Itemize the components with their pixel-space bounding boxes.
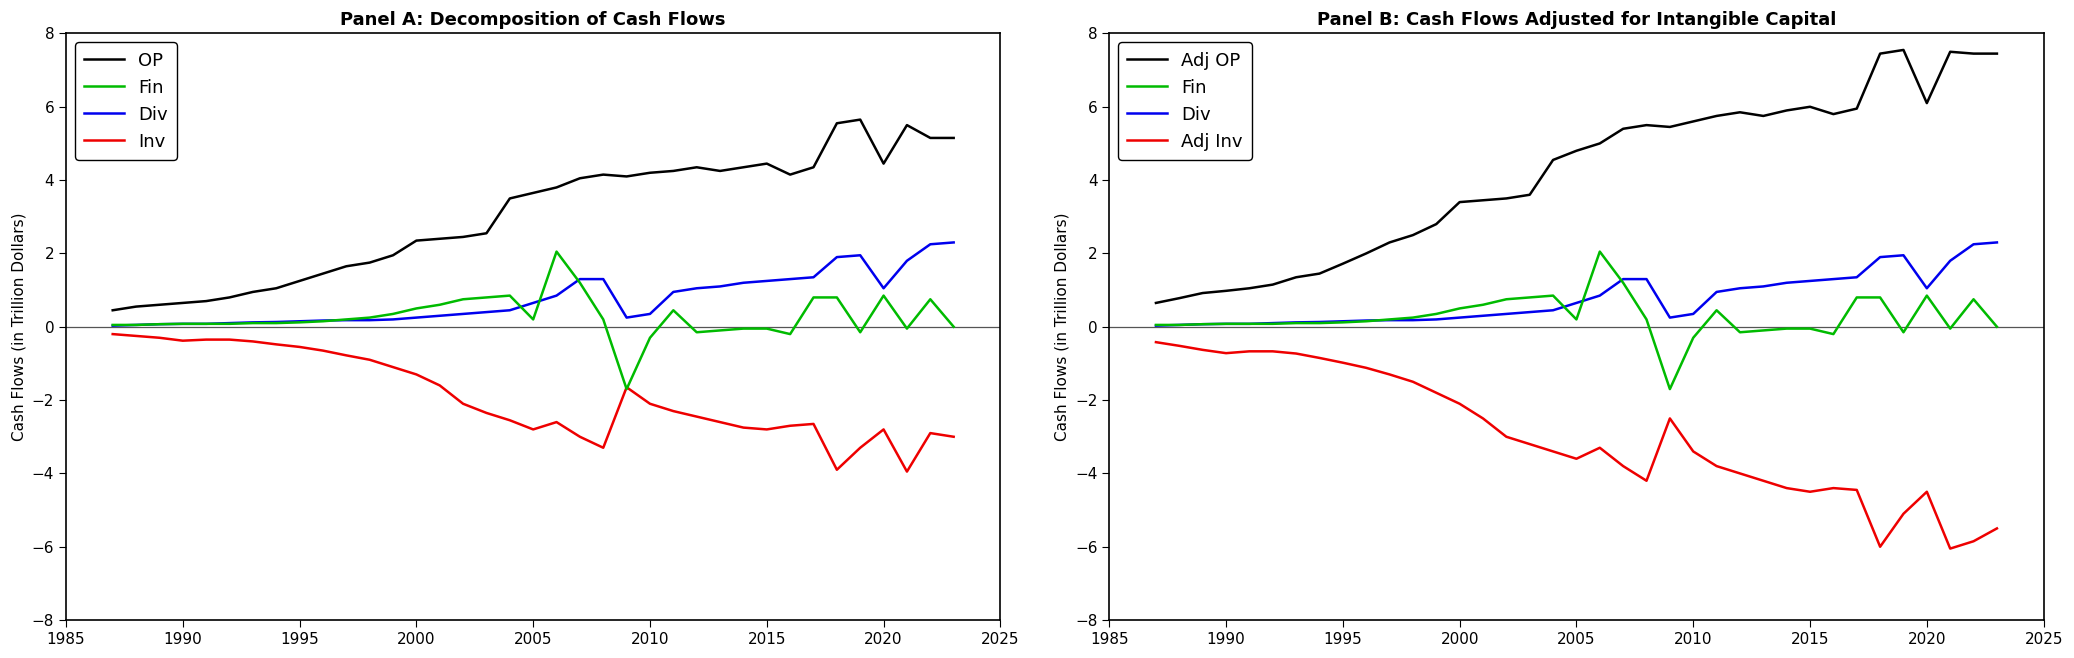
- Legend: OP, Fin, Div, Inv: OP, Fin, Div, Inv: [75, 43, 176, 160]
- Title: Panel B: Cash Flows Adjusted for Intangible Capital: Panel B: Cash Flows Adjusted for Intangi…: [1317, 11, 1835, 29]
- Y-axis label: Cash Flows (in Trillion Dollars): Cash Flows (in Trillion Dollars): [1054, 213, 1070, 441]
- Title: Panel A: Decomposition of Cash Flows: Panel A: Decomposition of Cash Flows: [340, 11, 726, 29]
- Y-axis label: Cash Flows (in Trillion Dollars): Cash Flows (in Trillion Dollars): [10, 213, 27, 441]
- Legend: Adj OP, Fin, Div, Adj Inv: Adj OP, Fin, Div, Adj Inv: [1118, 43, 1253, 160]
